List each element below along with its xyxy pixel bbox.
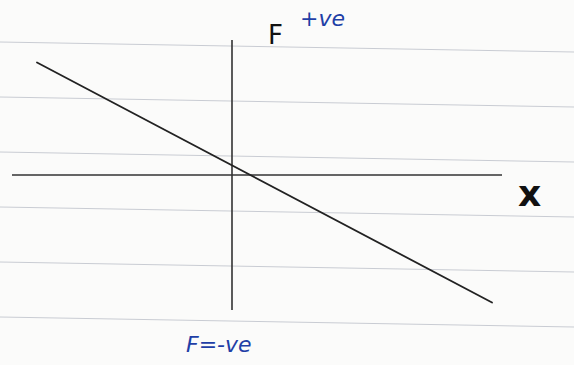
paper-rule [0, 97, 574, 107]
paper-rule [0, 42, 574, 52]
x-axis [12, 174, 502, 176]
chart: Fx +ve F=-ve [0, 0, 574, 365]
plot-marks [37, 63, 492, 303]
paper-rule [0, 317, 574, 327]
data-line [37, 63, 492, 303]
paper-rule [0, 262, 574, 272]
annotation: +ve [300, 6, 345, 31]
paper-rule [0, 152, 574, 162]
annotation: F=-ve [186, 332, 252, 357]
x-axis-label: x [518, 173, 541, 214]
paper-rule [0, 207, 574, 217]
y-axis [231, 40, 233, 310]
y-axis-label: F [268, 20, 283, 50]
